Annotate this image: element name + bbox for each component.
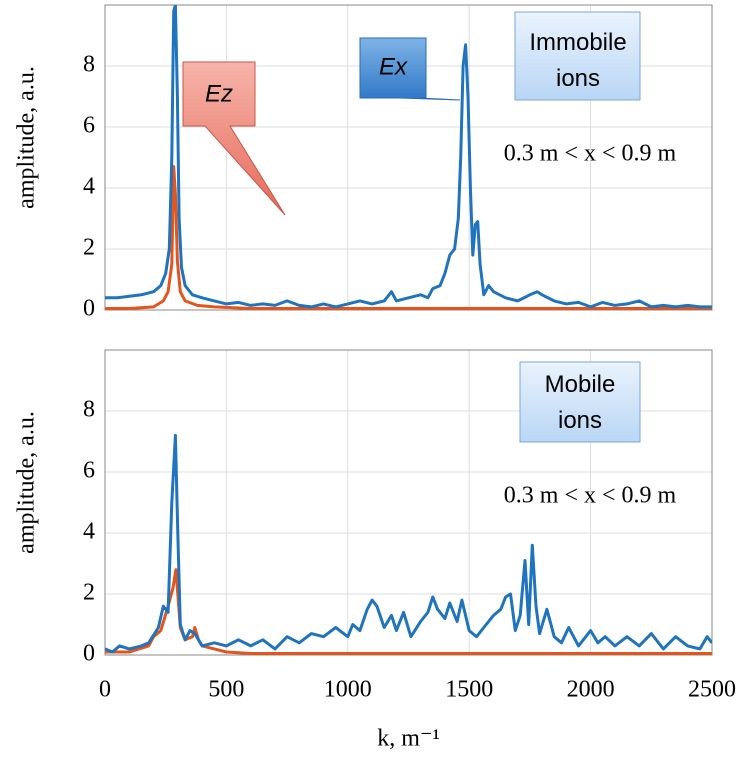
x-tick-label: 1500 — [445, 677, 493, 703]
y-tick-label: 2 — [83, 235, 95, 261]
x-tick-label: 500 — [208, 677, 244, 703]
y-tick-label: 4 — [83, 519, 95, 545]
y-tick-label: 8 — [83, 52, 95, 78]
label-box — [514, 11, 641, 101]
box-label: Mobile ions — [545, 371, 616, 434]
y-axis-label: amplitude, a.u. — [14, 66, 40, 209]
y-tick-label: 4 — [83, 174, 95, 200]
y-tick-label: 0 — [83, 296, 95, 322]
x-tick-label: 2000 — [567, 677, 615, 703]
y-tick-label: 6 — [83, 113, 95, 139]
x-tick-label: 0 — [99, 677, 111, 703]
y-tick-label: 0 — [83, 641, 95, 667]
y-tick-label: 6 — [83, 458, 95, 484]
line-series — [105, 165, 712, 310]
y-tick-label: 2 — [83, 580, 95, 606]
box-label: Immobile ions — [529, 29, 626, 92]
line-series — [105, 5, 712, 309]
x-axis-label: k, m⁻¹ — [377, 726, 440, 752]
range-label: 0.3 m < x < 0.9 m — [504, 141, 677, 167]
line-series — [105, 433, 712, 654]
y-axis-label: amplitude, a.u. — [14, 411, 40, 554]
callout-ex — [359, 37, 461, 101]
callout-ez — [182, 61, 286, 216]
label-box — [519, 361, 641, 443]
x-tick-label: 2500 — [688, 677, 736, 703]
y-tick-label: 8 — [83, 397, 95, 423]
callout-label: Ex — [379, 53, 408, 80]
x-tick-label: 1000 — [324, 677, 372, 703]
range-label: 0.3 m < x < 0.9 m — [504, 483, 677, 509]
callout-label: Ez — [205, 80, 233, 107]
